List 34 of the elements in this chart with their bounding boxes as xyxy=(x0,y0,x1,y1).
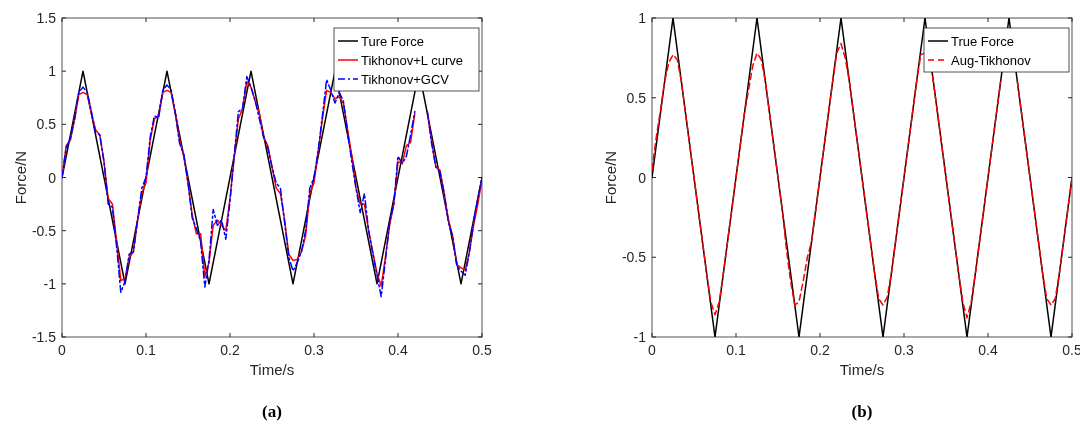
y-tick-label: -0.5 xyxy=(31,222,57,239)
x-tick-label: 0.3 xyxy=(894,342,914,358)
y-axis-title: Force/N xyxy=(12,150,29,205)
text: (b) xyxy=(851,402,873,421)
x-tick-label: 0.4 xyxy=(388,342,408,358)
legend-label: True Force xyxy=(951,34,1015,49)
y-tick-label: 1 xyxy=(48,63,57,80)
x-tick-label: 0 xyxy=(58,342,67,358)
y-tick-label: -0.5 xyxy=(621,249,647,266)
y-tick-label: -1 xyxy=(633,329,647,345)
x-axis-title: Time/s xyxy=(249,361,295,378)
legend-label: Ture Force xyxy=(361,34,425,49)
x-tick-label: 0.1 xyxy=(726,342,746,358)
x-axis-title: Time/s xyxy=(839,361,885,378)
legend-label: Tikhonov+GCV xyxy=(361,72,450,87)
x-tick-label: 0.2 xyxy=(220,342,240,358)
y-tick-label: 0.5 xyxy=(626,89,647,106)
y-tick-label: 0 xyxy=(48,169,57,186)
y-tick-label: 0.5 xyxy=(36,116,57,133)
x-tick-label: 0.5 xyxy=(472,342,492,358)
text: (a) xyxy=(262,402,282,421)
x-tick-label: 0.4 xyxy=(978,342,998,358)
x-tick-label: 0.3 xyxy=(304,342,324,358)
y-tick-label: -1.5 xyxy=(31,329,57,345)
legend-label: Tikhonov+L curve xyxy=(361,53,464,68)
y-axis-title: Force/N xyxy=(602,150,619,205)
y-tick-label: 0 xyxy=(638,169,647,186)
x-tick-label: 0 xyxy=(648,342,657,358)
legend-label: Aug-Tikhonov xyxy=(951,53,1032,68)
x-tick-label: 0.1 xyxy=(136,342,156,358)
x-tick-label: 0.2 xyxy=(810,342,830,358)
y-tick-label: 1 xyxy=(638,10,647,26)
y-tick-label: 1.5 xyxy=(36,10,57,26)
y-tick-label: -1 xyxy=(43,275,57,292)
